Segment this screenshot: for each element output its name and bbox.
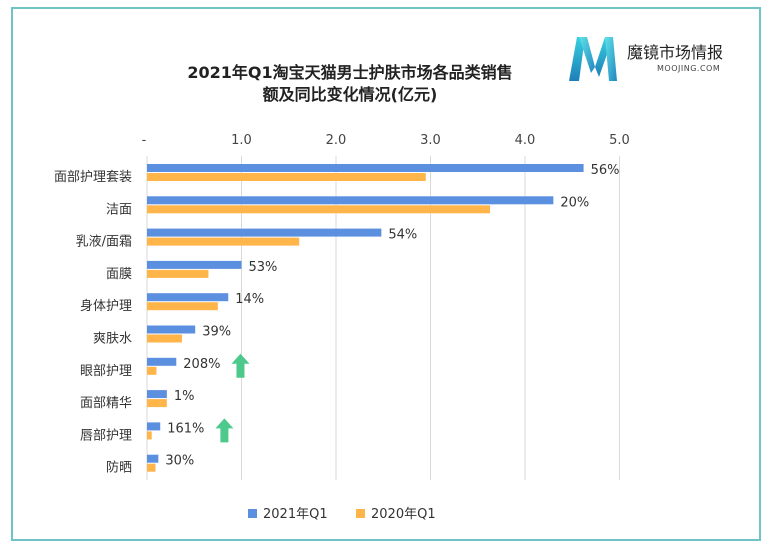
legend-label: 2020年Q1 bbox=[371, 507, 436, 522]
bar-2021 bbox=[147, 293, 229, 302]
x-tick-label: - bbox=[142, 133, 147, 148]
yoy-data-label: 1% bbox=[174, 389, 195, 404]
bar-2020 bbox=[147, 366, 157, 375]
y-category-label: 眼部护理 bbox=[80, 364, 132, 379]
brand-name: 魔镜市场情报 bbox=[627, 43, 724, 62]
bar-2021 bbox=[147, 454, 159, 463]
chart-title-line1: 2021年Q1淘宝天猫男士护肤市场各品类销售 bbox=[187, 63, 513, 82]
y-category-label: 唇部护理 bbox=[80, 428, 132, 443]
bar-2020 bbox=[147, 205, 491, 214]
y-category-label: 洁面 bbox=[106, 202, 132, 217]
bar-2020 bbox=[147, 302, 218, 311]
bar-2020 bbox=[147, 334, 182, 343]
y-category-label: 爽肤水 bbox=[93, 332, 132, 347]
yoy-data-label: 39% bbox=[202, 325, 231, 340]
bar-2021 bbox=[147, 422, 161, 431]
bar-2021 bbox=[147, 228, 382, 237]
brand-logo: 魔镜市场情报 MOOJING.COM bbox=[565, 33, 755, 83]
bar-2021 bbox=[147, 357, 177, 366]
x-tick-label: 4.0 bbox=[515, 133, 536, 148]
brand-domain: MOOJING.COM bbox=[657, 64, 721, 73]
bar-2021 bbox=[147, 325, 196, 334]
legend-label: 2021年Q1 bbox=[263, 507, 328, 522]
yoy-data-label: 54% bbox=[388, 228, 417, 243]
yoy-data-label: 208% bbox=[183, 357, 220, 372]
bar-2020 bbox=[147, 237, 300, 246]
yoy-data-label: 56% bbox=[591, 163, 620, 178]
up-arrow-icon bbox=[215, 418, 234, 443]
up-arrow-icon bbox=[231, 353, 250, 378]
yoy-data-label: 161% bbox=[167, 421, 204, 436]
x-tick-label: 1.0 bbox=[231, 133, 252, 148]
y-category-label: 面部精华 bbox=[80, 396, 132, 411]
x-tick-label: 5.0 bbox=[609, 133, 630, 148]
legend-swatch bbox=[248, 509, 257, 518]
chart-title-line2: 额及同比变化情况(亿元) bbox=[262, 85, 438, 104]
y-category-label: 身体护理 bbox=[80, 298, 132, 314]
bar-2020 bbox=[147, 173, 426, 181]
y-category-label: 乳液/面霜 bbox=[76, 235, 132, 250]
bar-2020 bbox=[147, 399, 167, 408]
y-category-label: 防晒 bbox=[106, 460, 132, 476]
bar-2020 bbox=[147, 269, 209, 278]
chart-frame bbox=[11, 7, 761, 541]
x-tick-label: 2.0 bbox=[326, 133, 347, 148]
y-category-label: 面膜 bbox=[106, 267, 132, 282]
y-category-label: 面部护理套装 bbox=[54, 169, 132, 185]
yoy-data-label: 30% bbox=[165, 454, 194, 469]
bar-2020 bbox=[147, 431, 152, 440]
bar-2021 bbox=[147, 260, 242, 269]
chart-title: 2021年Q1淘宝天猫男士护肤市场各品类销售 额及同比变化情况(亿元) bbox=[110, 62, 590, 106]
yoy-data-label: 20% bbox=[560, 195, 589, 210]
moojing-logo-icon bbox=[569, 37, 617, 81]
yoy-data-label: 14% bbox=[235, 292, 264, 307]
yoy-data-label: 53% bbox=[249, 260, 278, 275]
bar-2021 bbox=[147, 390, 167, 399]
bar-2021 bbox=[147, 164, 584, 172]
x-tick-label: 3.0 bbox=[420, 133, 441, 148]
bar-2020 bbox=[147, 463, 156, 472]
legend-swatch bbox=[356, 509, 365, 518]
bar-2021 bbox=[147, 196, 554, 205]
